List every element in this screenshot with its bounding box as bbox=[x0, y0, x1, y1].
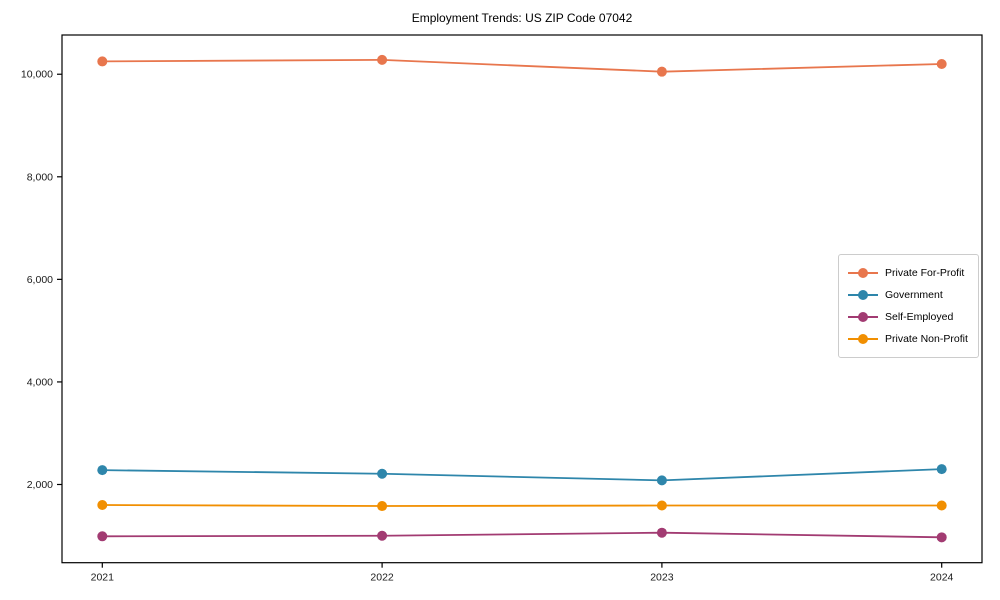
data-point-self-employed bbox=[97, 531, 108, 542]
data-point-self-employed bbox=[936, 532, 947, 543]
legend-marker-icon bbox=[848, 334, 878, 344]
y-tick-label: 10,000 bbox=[21, 69, 53, 81]
y-tick-label: 2,000 bbox=[27, 479, 53, 491]
legend-marker-icon bbox=[848, 312, 878, 322]
y-tick-label: 8,000 bbox=[27, 171, 53, 183]
series-line-government bbox=[102, 468, 942, 482]
data-point-self-employed bbox=[377, 530, 388, 541]
data-point-government bbox=[377, 468, 388, 479]
legend-item-private-for-profit: Private For-Profit bbox=[848, 262, 969, 284]
data-point-private-for-profit bbox=[936, 58, 947, 69]
x-tick-label: 2023 bbox=[650, 572, 674, 584]
x-tick-label: 2021 bbox=[91, 572, 115, 584]
legend-marker-icon bbox=[848, 268, 878, 278]
legend-item-private-non-profit: Private Non-Profit bbox=[848, 328, 969, 350]
legend-label: Private For-Profit bbox=[885, 267, 965, 279]
data-point-self-employed bbox=[656, 527, 667, 538]
chart-title: Employment Trends: US ZIP Code 07042 bbox=[411, 11, 633, 25]
data-point-government bbox=[656, 475, 667, 486]
legend-item-self-employed: Self-Employed bbox=[848, 306, 969, 328]
data-point-government bbox=[97, 465, 108, 476]
plot-frame bbox=[61, 34, 983, 564]
y-tick-label: 4,000 bbox=[27, 376, 53, 388]
legend-marker-icon bbox=[848, 290, 878, 300]
series-line-self-employed bbox=[102, 531, 942, 539]
data-point-private-for-profit bbox=[377, 54, 388, 65]
data-point-private-non-profit bbox=[97, 500, 108, 511]
series-line-private-non-profit bbox=[102, 504, 942, 507]
data-point-government bbox=[936, 464, 947, 475]
data-point-private-non-profit bbox=[936, 500, 947, 511]
y-tick-label: 6,000 bbox=[27, 274, 53, 286]
data-point-private-for-profit bbox=[97, 56, 108, 67]
x-tick-label: 2022 bbox=[370, 572, 394, 584]
data-point-private-non-profit bbox=[656, 500, 667, 511]
series-line-private-for-profit bbox=[102, 58, 942, 73]
legend-label: Self-Employed bbox=[885, 311, 954, 323]
legend: Private For-Profit Government Self-Employe… bbox=[838, 254, 979, 358]
x-tick-label: 2024 bbox=[930, 572, 954, 584]
legend-label: Government bbox=[885, 289, 943, 301]
data-point-private-non-profit bbox=[377, 501, 388, 512]
data-point-private-for-profit bbox=[656, 66, 667, 77]
legend-label: Private Non-Profit bbox=[885, 333, 968, 345]
legend-item-government: Government bbox=[848, 284, 969, 306]
